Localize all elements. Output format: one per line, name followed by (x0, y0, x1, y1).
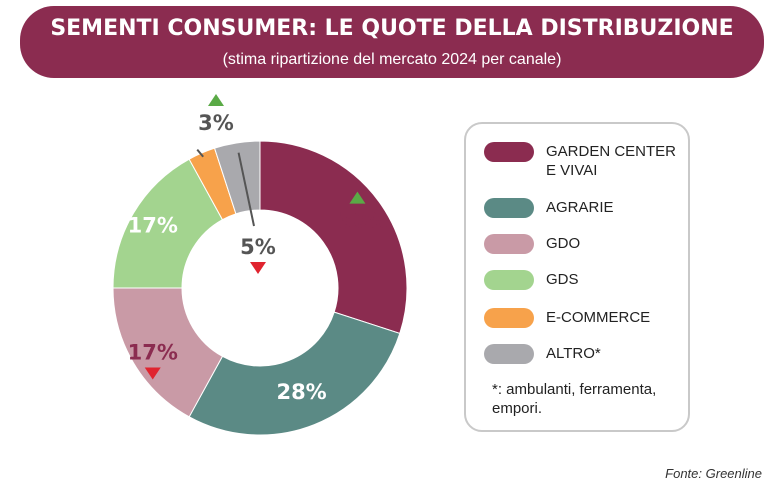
data-label-e-commerce: 3% (198, 111, 234, 135)
chart-subtitle: (stima ripartizione del mercato 2024 per… (222, 51, 562, 68)
legend-item-altro: ALTRO* (484, 344, 686, 364)
data-label-gdo: 17% (128, 341, 178, 365)
legend-item-garden-center: GARDEN CENTER E VIVAI (484, 142, 686, 180)
legend-item-gds: GDS (484, 270, 686, 290)
slice-agrarie (188, 311, 401, 436)
trend-down-icon-gdo (144, 367, 161, 380)
legend-swatch (484, 234, 534, 254)
data-label-gds: 17% (128, 213, 178, 237)
legend-swatch (484, 344, 534, 364)
data-label-garden-center-e-vivai: 30% (338, 209, 388, 233)
legend-label: GDO (546, 235, 581, 252)
legend-swatch (484, 142, 534, 162)
source-credit: Fonte: Greenline (665, 466, 762, 481)
trend-down-icon-altro (250, 262, 266, 274)
trend-up-icon-e-commerce (208, 94, 224, 106)
legend-label: ALTRO* (546, 345, 601, 362)
chart-title: SEMENTI CONSUMER: LE QUOTE DELLA DISTRIB… (50, 16, 734, 41)
leader-line-e-commerce (196, 148, 204, 158)
legend-item-gdo: GDO (484, 234, 686, 254)
legend-swatch (484, 308, 534, 328)
legend: GARDEN CENTER E VIVAI AGRARIE GDO GDS E-… (464, 122, 690, 432)
legend-footnote: *: ambulanti, ferramenta, empori. (492, 381, 657, 417)
slice-altro (213, 140, 261, 215)
legend-label: E-COMMERCE (546, 309, 651, 326)
legend-item-e-commerce: E-COMMERCE (484, 308, 686, 328)
title-banner: SEMENTI CONSUMER: LE QUOTE DELLA DISTRIB… (20, 6, 764, 78)
legend-swatch (484, 270, 534, 290)
slice-garden-center-e-vivai (259, 140, 408, 335)
data-label-agrarie: 28% (276, 380, 326, 404)
legend-label: GARDEN CENTER E VIVAI (546, 143, 677, 179)
trend-up-icon-garden-center-e-vivai (349, 191, 366, 204)
legend-label: AGRARIE (546, 199, 614, 216)
legend-label: GDS (546, 271, 579, 288)
data-label-altro: 5% (240, 235, 276, 259)
legend-swatch (484, 198, 534, 218)
legend-item-agrarie: AGRARIE (484, 198, 686, 218)
leader-line-altro (237, 152, 255, 227)
